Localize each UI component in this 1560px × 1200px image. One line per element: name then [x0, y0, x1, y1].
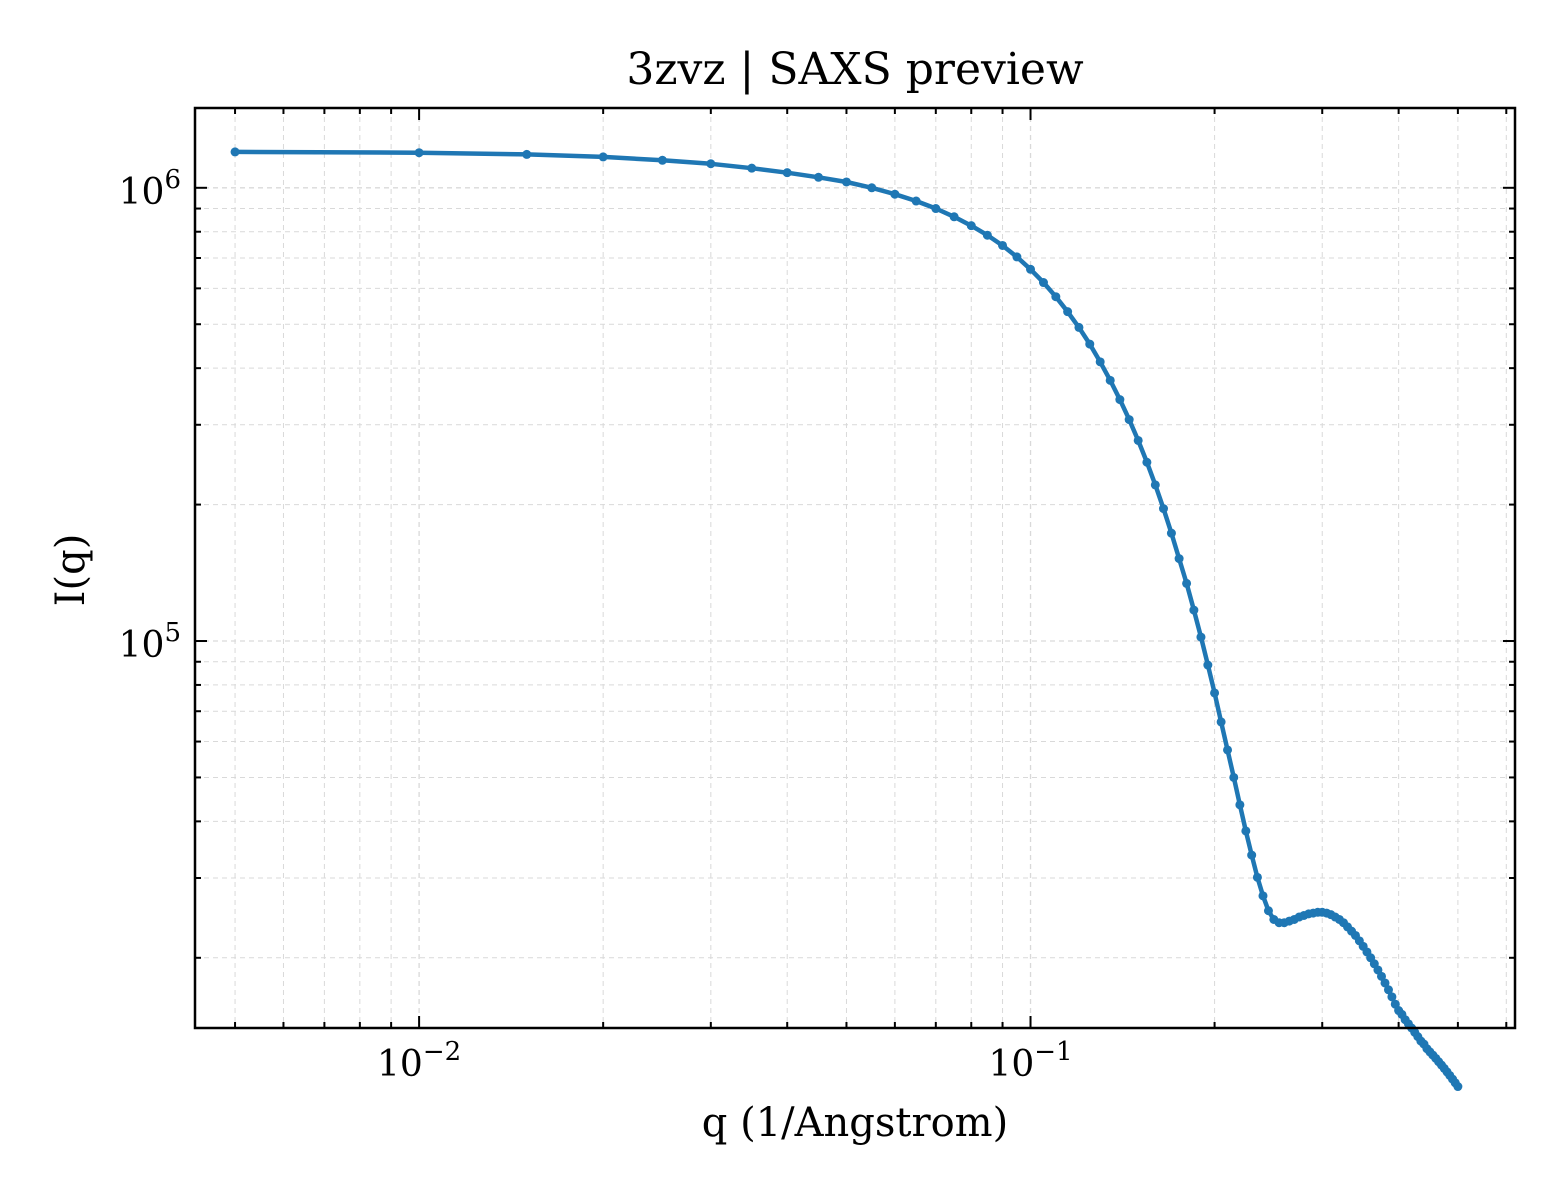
data-point	[747, 163, 757, 173]
chart-title: 3zvz | SAXS preview	[626, 44, 1084, 95]
data-point	[1133, 435, 1143, 445]
data-point	[1166, 528, 1176, 538]
data-point	[1012, 252, 1022, 262]
y-tick-label: 105	[119, 618, 181, 666]
data-point	[1095, 357, 1105, 367]
data-point	[1380, 978, 1390, 988]
x-tick-label: 10−1	[988, 1037, 1072, 1085]
data-point	[982, 230, 992, 240]
data-point	[813, 172, 823, 182]
data-point	[949, 212, 959, 222]
data-point	[890, 189, 900, 199]
y-tick-label: 106	[119, 165, 181, 213]
data-point	[1196, 632, 1206, 642]
data-point	[1142, 457, 1152, 467]
data-point	[414, 148, 424, 158]
data-point	[1074, 322, 1084, 332]
data-point	[1216, 717, 1226, 727]
data-point	[1263, 906, 1273, 916]
data-point	[1252, 872, 1262, 882]
data-point	[931, 204, 941, 214]
data-point	[522, 149, 532, 159]
data-point	[782, 168, 792, 178]
data-point	[1203, 660, 1213, 670]
data-point	[1182, 578, 1192, 588]
data-point	[1174, 554, 1184, 564]
data-point	[1229, 772, 1239, 782]
y-axis-label: I(q)	[48, 534, 94, 607]
data-point	[1063, 307, 1073, 317]
data-point	[1026, 264, 1036, 274]
data-point	[230, 147, 240, 157]
data-point	[1241, 826, 1251, 836]
data-point	[598, 152, 608, 162]
data-point	[657, 155, 667, 165]
data-point	[1115, 395, 1125, 405]
data-point	[1124, 415, 1134, 425]
tick-labels: 10−2 10−1 105 106	[119, 165, 1073, 1085]
data-point	[1085, 339, 1095, 349]
data-point	[1247, 850, 1257, 860]
data-point	[1150, 480, 1160, 490]
data-point	[1158, 504, 1168, 514]
data-point	[1189, 605, 1199, 615]
data-point	[1383, 985, 1393, 995]
data-point	[1038, 278, 1048, 288]
data-point	[1105, 375, 1115, 385]
data-point	[1235, 800, 1245, 810]
data-point	[1453, 1082, 1463, 1092]
data-point	[1387, 992, 1397, 1002]
plot-frame	[193, 106, 1517, 1030]
data-point	[1223, 745, 1233, 755]
data-point	[998, 240, 1008, 250]
series-layer	[230, 147, 1463, 1092]
data-point	[1258, 891, 1268, 901]
data-point	[841, 177, 851, 187]
axis-ticks	[195, 108, 1515, 1028]
data-point	[1210, 688, 1220, 698]
data-point	[911, 196, 921, 206]
data-point	[1051, 292, 1061, 302]
data-point	[1376, 971, 1386, 981]
x-axis-label: q (1/Angstrom)	[702, 1100, 1008, 1146]
data-point	[706, 159, 716, 169]
minor-grid	[195, 108, 1515, 1028]
x-tick-label: 10−2	[377, 1037, 461, 1085]
data-point	[966, 221, 976, 231]
major-grid	[195, 108, 1515, 1028]
data-point	[867, 183, 877, 193]
